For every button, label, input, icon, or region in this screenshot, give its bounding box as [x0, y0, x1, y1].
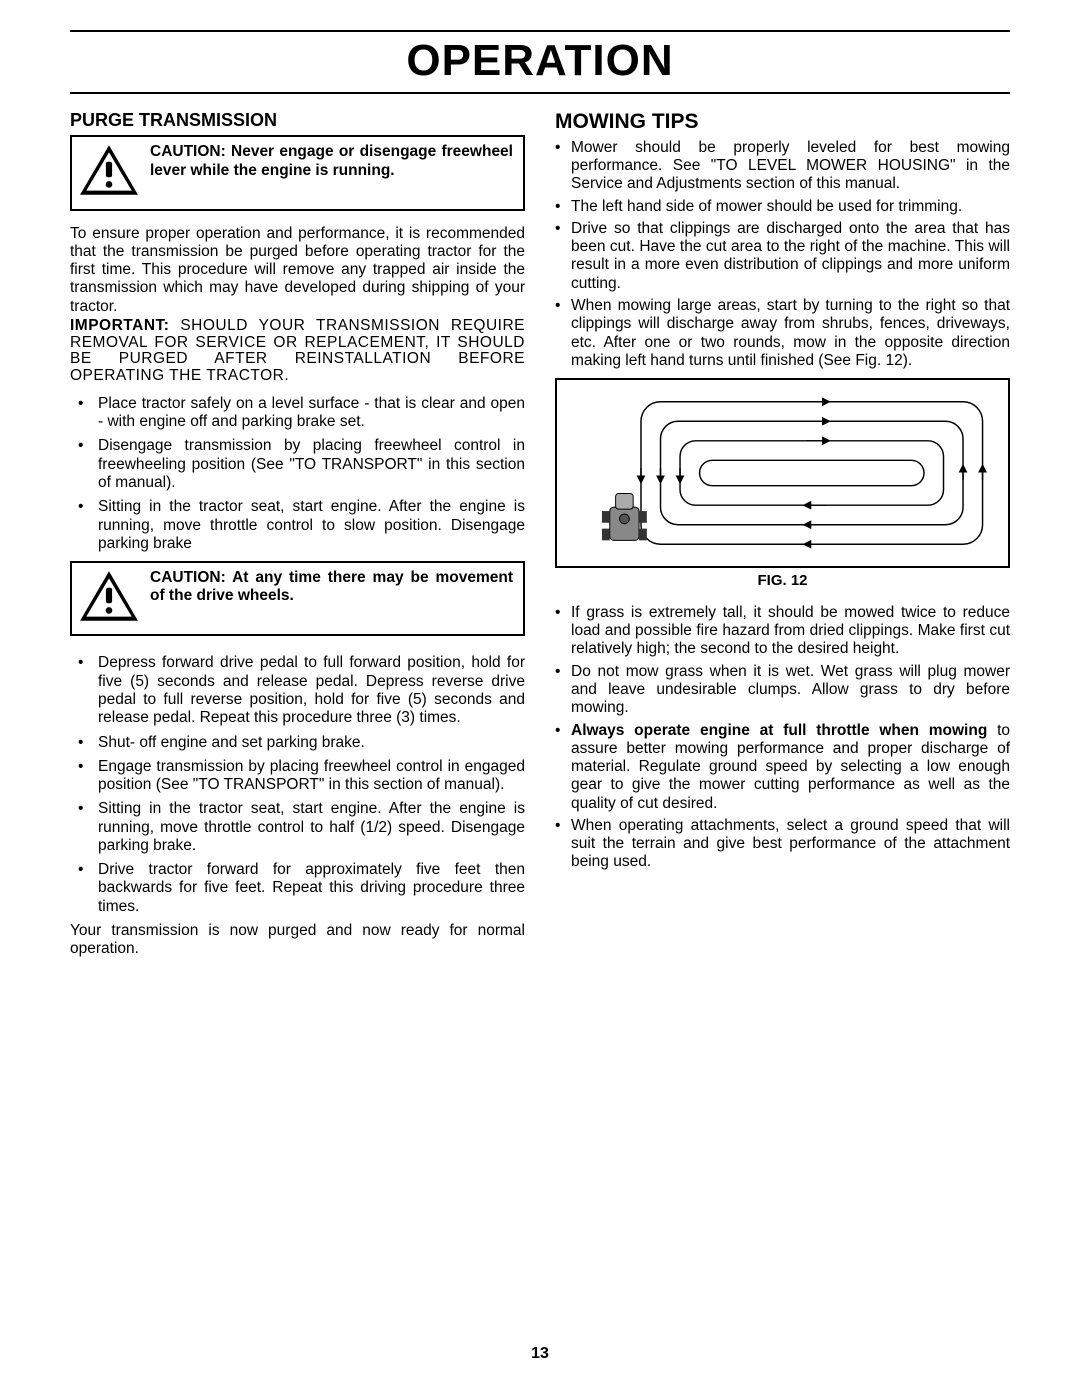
list-item: When operating attachments, select a gro…: [571, 817, 1010, 872]
page-number: 13: [0, 1345, 1080, 1363]
list-item: Sitting in the tractor seat, start engin…: [98, 498, 525, 553]
list-item: Do not mow grass when it is wet. Wet gra…: [571, 663, 1010, 718]
caution-text-2: CAUTION: At any time there may be moveme…: [150, 569, 513, 606]
list-item: Disengage transmission by placing freewh…: [98, 437, 525, 492]
list-item: Sitting in the tractor seat, start engin…: [98, 800, 525, 855]
left-column: PURGE TRANSMISSION CAUTION: Never engage…: [70, 110, 525, 961]
intro-para: To ensure proper operation and performan…: [70, 225, 525, 316]
bold-text: Always operate engine at full throttle w…: [571, 722, 987, 739]
list-item: When mowing large areas, start by turnin…: [571, 297, 1010, 370]
list-item: If grass is extremely tall, it should be…: [571, 604, 1010, 659]
important-para: IMPORTANT: SHOULD YOUR TRANSMISSION REQU…: [70, 318, 525, 385]
important-label: IMPORTANT:: [70, 317, 169, 334]
caution-box-1: CAUTION: Never engage or disengage freew…: [70, 135, 525, 210]
mowing-list-2: If grass is extremely tall, it should be…: [555, 604, 1010, 872]
list-item: Engage transmission by placing freewheel…: [98, 758, 525, 795]
mowing-pattern-icon: [571, 392, 994, 554]
list-item: Place tractor safely on a level surface …: [98, 395, 525, 432]
caution-text-1: CAUTION: Never engage or disengage freew…: [150, 143, 513, 180]
page-title: OPERATION: [70, 36, 1010, 86]
list-item: Drive tractor forward for approximately …: [98, 861, 525, 916]
purge-list-2: Depress forward drive pedal to full forw…: [70, 654, 525, 916]
figure-12: [555, 378, 1010, 568]
purge-list-1: Place tractor safely on a level surface …: [70, 395, 525, 553]
rule-top: [70, 30, 1010, 32]
right-column: MOWING TIPS Mower should be properly lev…: [555, 110, 1010, 961]
mowing-list-1: Mower should be properly leveled for bes…: [555, 139, 1010, 370]
outro-para: Your transmission is now purged and now …: [70, 922, 525, 959]
caution-box-2: CAUTION: At any time there may be moveme…: [70, 561, 525, 636]
list-item: Always operate engine at full throttle w…: [571, 722, 1010, 813]
list-item: Drive so that clippings are discharged o…: [571, 220, 1010, 293]
warning-icon: [78, 143, 140, 202]
heading-purge: PURGE TRANSMISSION: [70, 110, 525, 131]
list-item: Depress forward drive pedal to full forw…: [98, 654, 525, 727]
heading-mowing: MOWING TIPS: [555, 110, 1010, 135]
list-item: Shut- off engine and set parking brake.: [98, 734, 525, 752]
list-item: Mower should be properly leveled for bes…: [571, 139, 1010, 194]
warning-icon: [78, 569, 140, 628]
rule-bottom: [70, 92, 1010, 94]
list-item: The left hand side of mower should be us…: [571, 198, 1010, 216]
figure-caption: FIG. 12: [555, 572, 1010, 590]
